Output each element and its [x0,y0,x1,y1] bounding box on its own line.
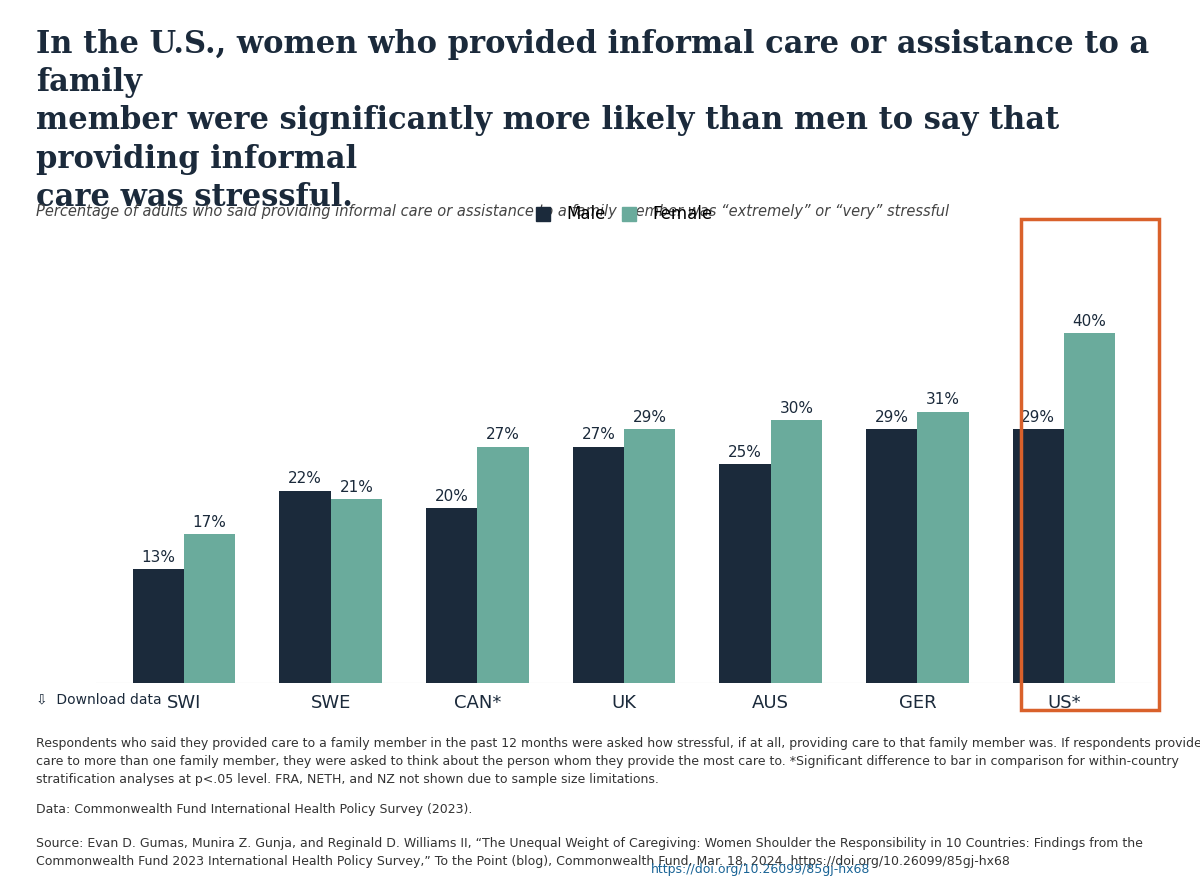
Text: 27%: 27% [581,427,616,442]
Text: 29%: 29% [1021,410,1055,425]
Text: Respondents who said they provided care to a family member in the past 12 months: Respondents who said they provided care … [36,738,1200,787]
Bar [572,447,624,683]
Bar [280,491,331,683]
Text: 30%: 30% [779,401,814,416]
Text: 21%: 21% [340,480,373,495]
Text: 17%: 17% [193,515,227,530]
Bar [917,412,968,683]
Text: 31%: 31% [926,392,960,407]
Bar [426,508,478,683]
Bar [770,420,822,683]
Text: 20%: 20% [434,489,469,504]
Text: ⇩  Download data: ⇩ Download data [36,693,162,707]
Text: 29%: 29% [875,410,908,425]
Bar [184,534,235,683]
Bar [133,569,184,683]
Text: 27%: 27% [486,427,520,442]
Text: 40%: 40% [1073,314,1106,328]
Text: Source: Evan D. Gumas, Munira Z. Gunja, and Reginald D. Williams II, “The Unequa: Source: Evan D. Gumas, Munira Z. Gunja, … [36,837,1142,868]
Bar [478,447,529,683]
Bar [1064,333,1115,683]
Text: 29%: 29% [632,410,667,425]
Text: 13%: 13% [142,550,175,565]
Text: Data: Commonwealth Fund International Health Policy Survey (2023).: Data: Commonwealth Fund International He… [36,802,473,816]
Legend: Male, Female: Male, Female [528,197,720,231]
Bar [719,464,770,683]
Bar [866,429,917,683]
Text: https://doi.org/10.26099/85gj-hx68: https://doi.org/10.26099/85gj-hx68 [650,863,870,875]
Text: 22%: 22% [288,471,322,486]
Text: In the U.S., women who provided informal care or assistance to a family
member w: In the U.S., women who provided informal… [36,29,1150,213]
Bar [1013,429,1064,683]
Text: Percentage of adults who said providing informal care or assistance to a family : Percentage of adults who said providing … [36,204,949,219]
Bar [624,429,676,683]
Bar [331,499,382,683]
Text: 25%: 25% [728,445,762,460]
